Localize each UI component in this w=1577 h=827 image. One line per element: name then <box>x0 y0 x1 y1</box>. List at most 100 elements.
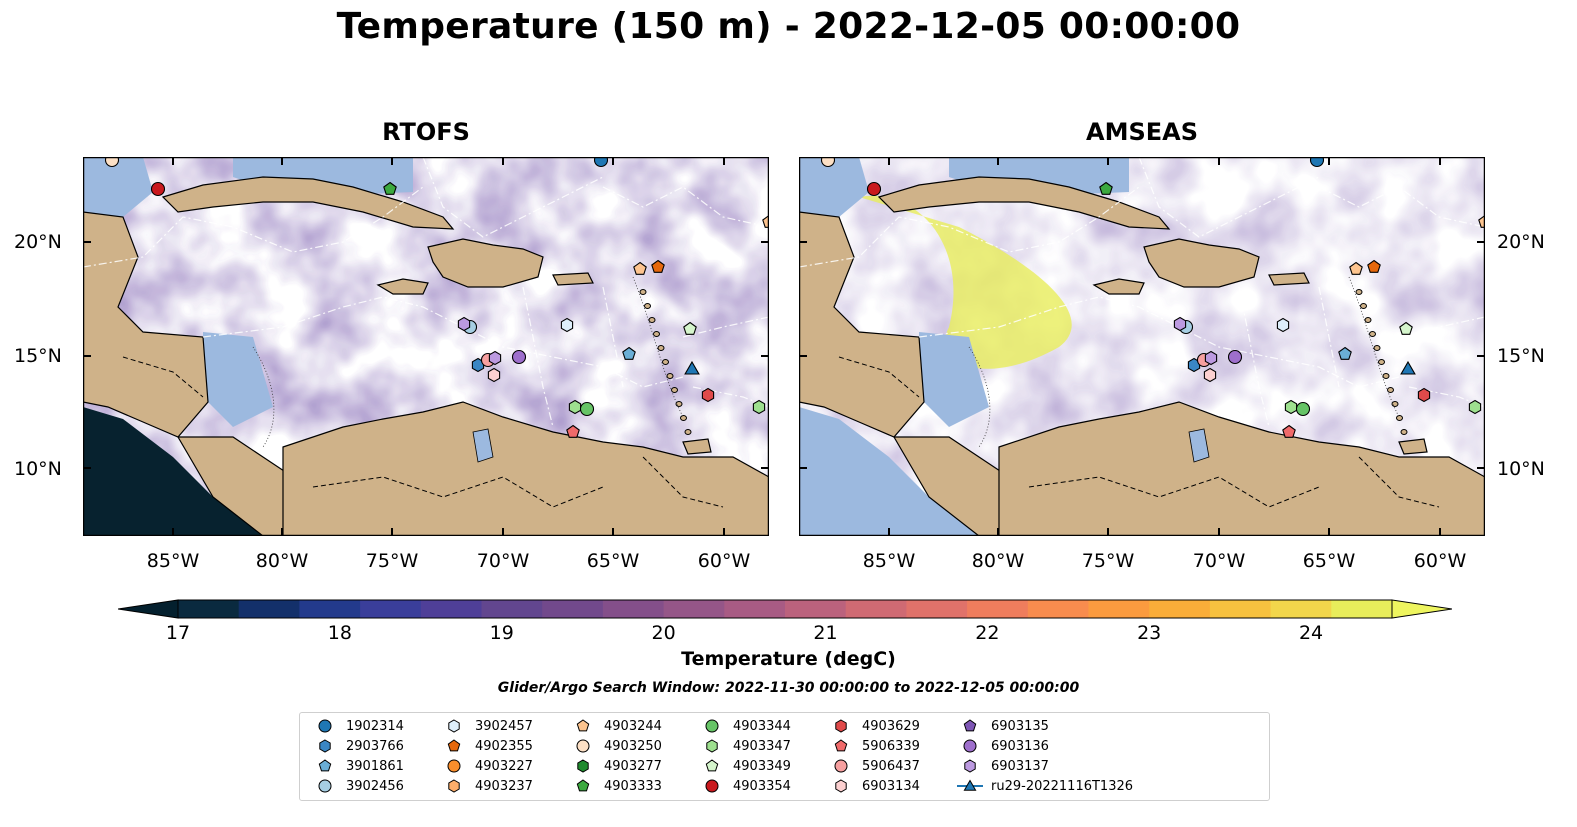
legend-item: 2903766 <box>310 737 404 755</box>
legend-label: 4903354 <box>733 778 791 794</box>
legend-label: 4902355 <box>475 738 533 754</box>
colorbar-tick-label: 19 <box>489 622 514 644</box>
colorbar-segment <box>178 600 240 618</box>
eez-boundary <box>918 296 1400 388</box>
float-marker <box>150 181 166 197</box>
colorbar-segment <box>845 600 907 618</box>
legend-item: 4903277 <box>568 757 662 775</box>
float-marker <box>1338 346 1352 360</box>
float-marker <box>1173 316 1187 332</box>
colorbar-segment <box>724 600 786 618</box>
legend-label: 4903333 <box>604 778 662 794</box>
colorbar-segment <box>1270 600 1332 618</box>
antilles-island <box>644 303 651 309</box>
float-marker <box>622 346 636 360</box>
map-panel-rtofs[interactable] <box>83 157 769 536</box>
lon-tick-80: 80°W <box>255 550 309 572</box>
puerto-rico-land <box>1268 272 1310 286</box>
gulf-shelf <box>83 157 153 217</box>
eez-boundary <box>83 186 424 268</box>
panel-title-amseas: AMSEAS <box>1086 118 1198 146</box>
float-marker <box>651 259 665 273</box>
legend-item: ru29-20221116T1326 <box>955 777 1133 795</box>
colorbar-segment <box>542 600 604 618</box>
hexagon-marker-icon <box>835 779 847 793</box>
colorbar-tick-label: 22 <box>975 622 1000 644</box>
map-frame <box>799 157 1485 536</box>
circle-marker-icon <box>705 719 719 733</box>
trinidad-land <box>682 438 712 455</box>
hispaniola-land <box>427 238 544 288</box>
main-title: Temperature (150 m) - 2022-12-05 00:00:0… <box>336 6 1241 47</box>
cuba-land <box>877 176 1171 230</box>
float-marker <box>1227 349 1243 365</box>
float-marker <box>511 349 527 365</box>
pentagon-marker-icon <box>576 719 590 732</box>
float-marker <box>1204 350 1218 366</box>
float-marker <box>1309 157 1325 168</box>
antilles-island <box>1373 345 1381 351</box>
lon-tick-75: 75°W <box>365 550 419 572</box>
legend-item: 4903349 <box>697 757 791 775</box>
eez-boundary <box>522 286 554 428</box>
legend-label: 4903347 <box>733 738 791 754</box>
antilles-island <box>1355 289 1363 295</box>
float-marker <box>487 367 501 383</box>
colorbar-tick-label: 17 <box>165 622 191 644</box>
legend-label: 3901861 <box>346 758 404 774</box>
eez-boundary <box>1138 157 1320 238</box>
pentagon-marker-icon <box>447 739 461 752</box>
antilles-island <box>684 429 692 435</box>
float-marker <box>866 181 882 197</box>
eez-boundary <box>1238 286 1270 428</box>
legend-item: 4903354 <box>697 777 791 795</box>
legend-label: 4903227 <box>475 758 533 774</box>
legend-label: 6903135 <box>991 718 1049 734</box>
float-marker <box>683 321 697 335</box>
lat-tick-15: 15°N <box>14 345 62 367</box>
colorbar <box>117 594 1453 624</box>
lon-tick-60-right: 60°W <box>1413 550 1467 572</box>
antilles-island <box>1391 401 1399 407</box>
antilles-island <box>1364 317 1372 323</box>
legend-label: 4903250 <box>604 738 662 754</box>
float-marker <box>593 157 609 168</box>
lon-tick-60: 60°W <box>697 550 751 572</box>
legend-item: 6903136 <box>955 737 1049 755</box>
colorbar-min-extend <box>117 599 179 619</box>
float-marker <box>566 424 580 438</box>
legend-label: 5906339 <box>862 738 920 754</box>
lake-maracaibo <box>1188 428 1210 463</box>
colorbar-tick-label: 20 <box>651 622 676 644</box>
nicaragua-shelf <box>919 332 989 427</box>
legend-item: 6903135 <box>955 717 1049 735</box>
legend-label: 4903344 <box>733 718 791 734</box>
colorbar-segment <box>1149 600 1211 618</box>
lon-tick-65-right: 65°W <box>1302 550 1356 572</box>
antilles-island <box>1387 387 1394 393</box>
float-marker <box>1276 317 1290 333</box>
hispaniola-land <box>1143 238 1260 288</box>
antilles-island <box>671 387 678 393</box>
float-marker <box>701 387 715 403</box>
map-frame <box>83 157 769 536</box>
eez-boundary <box>799 186 1140 268</box>
colorbar-segment <box>481 600 543 618</box>
float-marker <box>1349 261 1363 275</box>
eez-boundary <box>1318 286 1340 388</box>
antilles-island <box>1382 373 1390 379</box>
colorbar-max-extend <box>1391 599 1453 619</box>
colorbar-tick-label: 18 <box>327 622 352 644</box>
map-panel-amseas[interactable] <box>799 157 1485 536</box>
antilles-island <box>639 289 647 295</box>
legend-item: 3902456 <box>310 777 404 795</box>
trinidad-land <box>1398 438 1428 455</box>
lon-tick-65: 65°W <box>586 550 640 572</box>
circle-marker-icon <box>318 779 332 793</box>
pacific-ocean <box>83 407 263 536</box>
legend-item: 3901861 <box>310 757 404 775</box>
south-america-land <box>282 401 769 536</box>
lat-tick-15-right: 15°N <box>1497 345 1545 367</box>
lon-tick-70-right: 70°W <box>1192 550 1246 572</box>
legend-item: 6903134 <box>826 777 920 795</box>
